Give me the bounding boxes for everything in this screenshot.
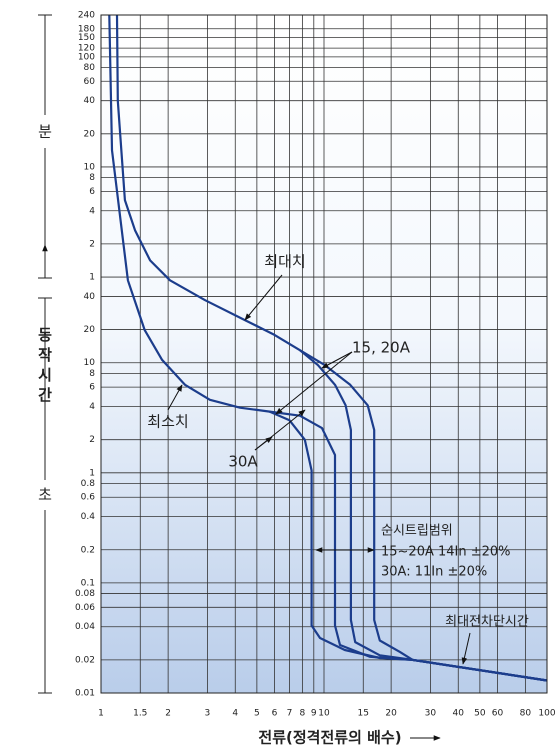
curve bbox=[299, 349, 548, 682]
y-tick-label: 0.8 bbox=[81, 479, 96, 489]
x-tick-label: 40 bbox=[453, 709, 465, 719]
y-tick-label: 20 bbox=[84, 325, 96, 335]
x-tick-label: 2 bbox=[165, 709, 171, 719]
y-tick-label: 4 bbox=[89, 402, 95, 412]
y-tick-label: 40 bbox=[84, 96, 96, 106]
second-label: 초 bbox=[38, 486, 52, 504]
y-tick-label: 4 bbox=[89, 206, 95, 216]
x-tick-label: 5 bbox=[254, 709, 260, 719]
y-tick-label: 1 bbox=[89, 468, 95, 478]
x-tick-label: 1.5 bbox=[133, 709, 147, 719]
y-tick-label: 0.06 bbox=[75, 603, 95, 613]
minute-label: 분 bbox=[38, 123, 52, 141]
annotation-arrows bbox=[167, 274, 471, 665]
y-tick-label: 0.1 bbox=[81, 578, 95, 588]
annotation: 30A bbox=[228, 453, 258, 471]
y-tick-label: 6 bbox=[89, 187, 95, 197]
annotation: 30A: 11In ±20% bbox=[381, 565, 487, 580]
y-bracket bbox=[38, 14, 52, 694]
x-tick-label: 4 bbox=[232, 709, 238, 719]
annotation: 최소치 bbox=[147, 413, 188, 431]
x-tick-label: 7 bbox=[287, 709, 293, 719]
y-tick-label: 180 bbox=[78, 24, 95, 34]
y-tick-label: 150 bbox=[78, 33, 95, 43]
x-tick-label: 1 bbox=[98, 709, 104, 719]
annotation: 최대치 bbox=[264, 253, 305, 271]
x-tick-label: 10 bbox=[318, 709, 330, 719]
y-tick-label: 240 bbox=[78, 11, 95, 21]
plot-frame bbox=[100, 14, 548, 694]
x-tick-label: 9 bbox=[311, 709, 317, 719]
y-tick-label: 8 bbox=[89, 369, 95, 379]
y-tick-label: 20 bbox=[84, 129, 96, 139]
y-tick-label: 0.02 bbox=[75, 655, 95, 665]
y-tick-label: 120 bbox=[78, 44, 95, 54]
y-tick-label: 80 bbox=[84, 63, 96, 73]
y-tick-label: 40 bbox=[84, 292, 96, 302]
y-tick-label: 1 bbox=[89, 273, 95, 283]
y-tick-label: 2 bbox=[89, 435, 95, 445]
x-tick-label: 80 bbox=[520, 709, 532, 719]
x-tick-label: 3 bbox=[205, 709, 211, 719]
curve bbox=[269, 410, 548, 682]
y-tick-label: 6 bbox=[89, 383, 95, 393]
y-tick-label: 0.2 bbox=[81, 545, 95, 555]
annotation: 최대전차단시간 bbox=[445, 615, 529, 630]
y-tick-label: 0.01 bbox=[75, 689, 95, 699]
x-tick-label: 60 bbox=[492, 709, 504, 719]
y-tick-label: 0.6 bbox=[81, 493, 96, 503]
y-tick-label: 100 bbox=[78, 52, 95, 62]
x-tick-label: 6 bbox=[272, 709, 278, 719]
y-tick-label: 2 bbox=[89, 239, 95, 249]
x-tick-label: 50 bbox=[474, 709, 486, 719]
y-tick-label: 0.08 bbox=[75, 589, 95, 599]
y-tick-label: 60 bbox=[84, 77, 96, 87]
annotation: 순시트립범위 bbox=[381, 524, 453, 539]
y-tick-label: 0.04 bbox=[75, 622, 95, 632]
x-axis-label: 전류(정격전류의 배수) bbox=[258, 729, 401, 747]
y-tick-label: 8 bbox=[89, 173, 95, 183]
annotation: 15, 20A bbox=[352, 339, 411, 357]
x-tick-label: 100 bbox=[538, 709, 555, 719]
x-tick-label: 8 bbox=[300, 709, 306, 719]
x-tick-label: 15 bbox=[358, 709, 369, 719]
y-tick-label: 10 bbox=[84, 358, 96, 368]
y-tick-label: 0.4 bbox=[81, 512, 96, 522]
x-tick-label: 30 bbox=[425, 709, 437, 719]
annotation: 15~20A 14In ±20% bbox=[381, 545, 511, 560]
x-tick-label: 20 bbox=[385, 709, 397, 719]
y-tick-label: 10 bbox=[84, 162, 96, 172]
